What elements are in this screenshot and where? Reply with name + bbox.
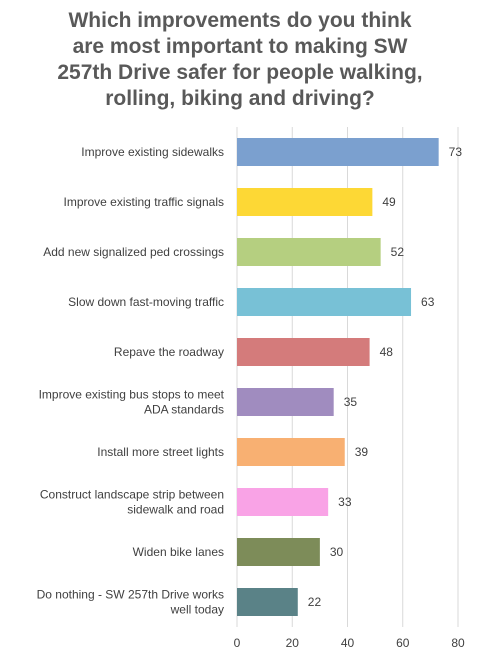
value-label-10: 22 <box>308 595 322 609</box>
value-label-2: 49 <box>382 195 396 209</box>
value-label-5: 48 <box>380 345 394 359</box>
bar-7 <box>237 438 345 466</box>
bar-8 <box>237 488 329 516</box>
value-label-4: 63 <box>421 295 435 309</box>
category-label-10-line-1: Do nothing - SW 257th Drive works <box>37 588 224 602</box>
title-line-1: Which improvements do you think <box>68 9 412 32</box>
value-label-7: 39 <box>355 445 369 459</box>
category-label-4: Slow down fast-moving traffic <box>68 295 224 309</box>
value-label-9: 30 <box>330 545 344 559</box>
x-tick-label-60: 60 <box>396 636 410 650</box>
value-label-1: 73 <box>449 145 463 159</box>
title-line-3: 257th Drive safer for people walking, <box>57 61 423 84</box>
x-tick-label-0: 0 <box>234 636 241 650</box>
value-label-8: 33 <box>338 495 352 509</box>
category-label-7: Install more street lights <box>97 445 224 459</box>
value-label-6: 35 <box>344 395 358 409</box>
bar-4 <box>237 288 412 316</box>
bar-3 <box>237 238 381 266</box>
category-label-6-line-2: ADA standards <box>144 403 224 417</box>
category-label-8-line-1: Construct landscape strip between <box>40 488 224 502</box>
x-tick-label-80: 80 <box>451 636 465 650</box>
bar-10 <box>237 588 298 616</box>
bar-6 <box>237 388 334 416</box>
bar-9 <box>237 538 320 566</box>
x-tick-label-20: 20 <box>286 636 300 650</box>
title-line-2: are most important to making SW <box>72 35 408 58</box>
category-label-6-line-1: Improve existing bus stops to meet <box>39 388 225 402</box>
title-line-4: rolling, biking and driving? <box>105 87 375 110</box>
bar-1 <box>237 138 439 166</box>
category-label-9: Widen bike lanes <box>133 545 224 559</box>
value-label-3: 52 <box>391 245 405 259</box>
bar-2 <box>237 188 373 216</box>
category-label-2: Improve existing traffic signals <box>63 195 224 209</box>
category-label-8-line-2: sidewalk and road <box>127 503 224 517</box>
category-label-3: Add new signalized ped crossings <box>43 245 224 259</box>
category-label-1: Improve existing sidewalks <box>81 145 224 159</box>
category-label-5: Repave the roadway <box>114 345 224 359</box>
chart-title: Which improvements do you think are most… <box>0 8 480 112</box>
x-tick-label-40: 40 <box>341 636 355 650</box>
category-label-10-line-2: well today <box>170 603 224 617</box>
bar-5 <box>237 338 370 366</box>
